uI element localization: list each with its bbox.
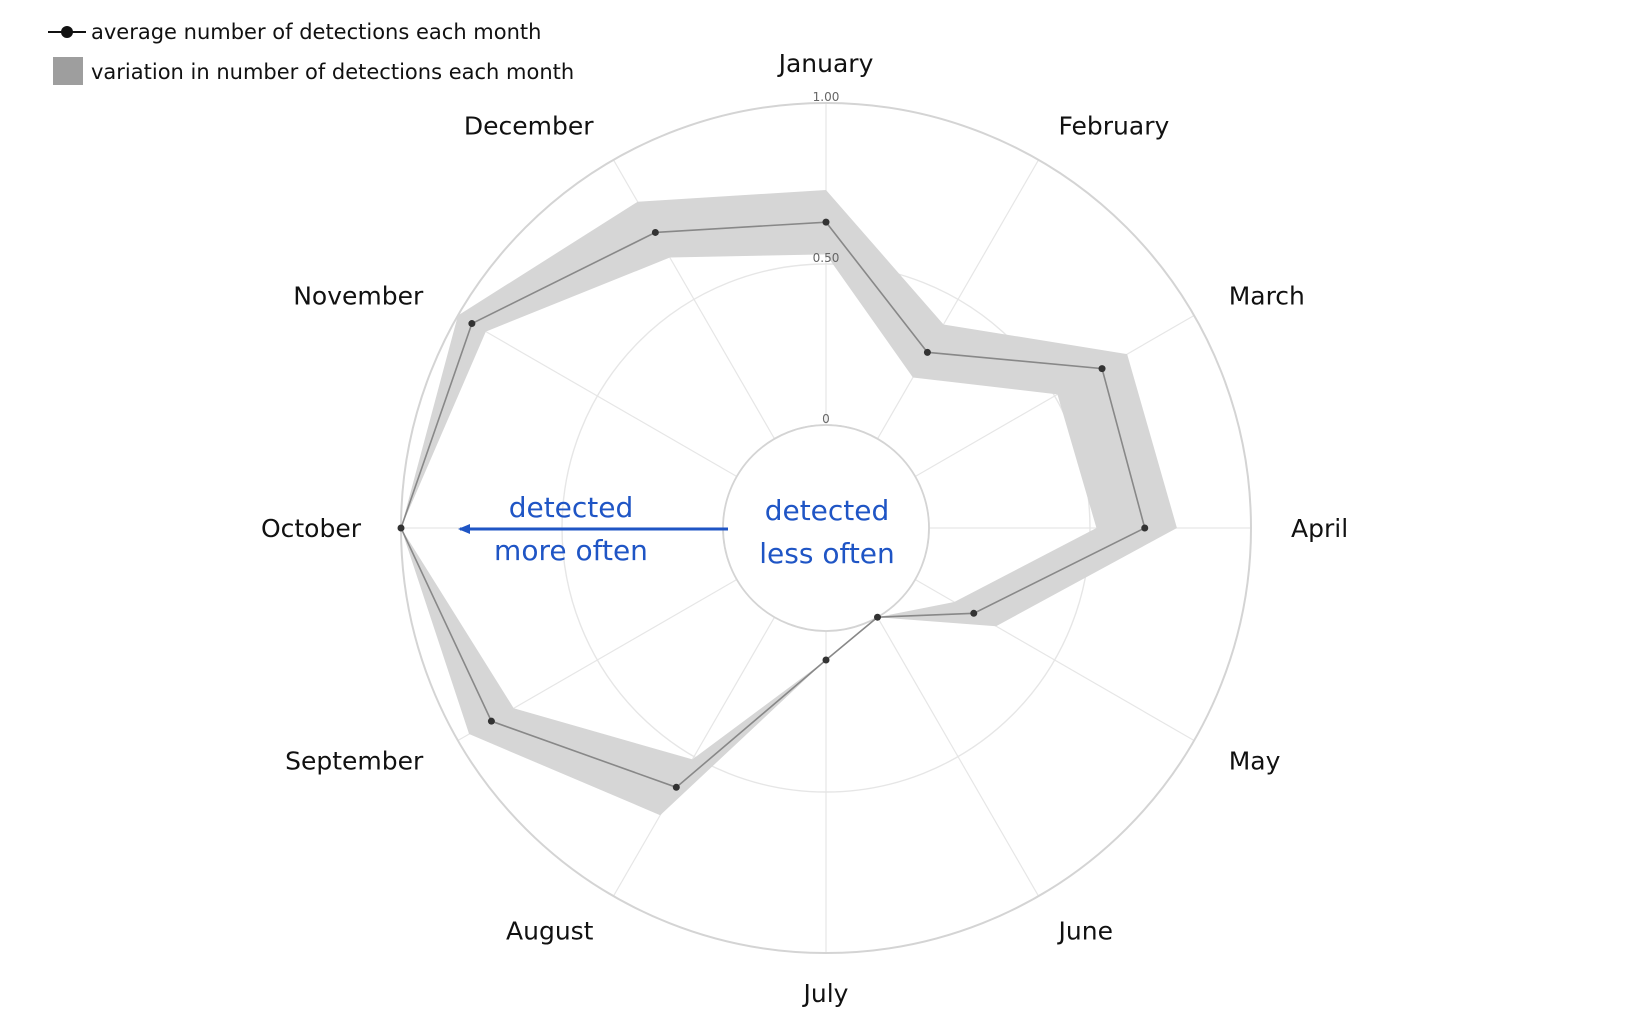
tick-label-1: 0.50	[813, 251, 840, 265]
month-labels: January February March April May June July Augu…	[261, 49, 1348, 1008]
annotations: detected more often detected less often	[458, 491, 895, 570]
point-may	[970, 609, 978, 617]
annotation-inner-line-1: detected	[765, 494, 890, 527]
month-label-june: June	[1057, 917, 1113, 946]
point-december	[651, 228, 659, 236]
month-label-april: April	[1291, 514, 1348, 543]
annotation-outer-line-1: detected	[509, 491, 634, 524]
variation-band	[401, 189, 1177, 816]
point-october	[397, 524, 405, 532]
month-label-july: July	[802, 979, 849, 1008]
month-label-october: October	[261, 514, 362, 543]
tick-label-2: 1.00	[813, 90, 840, 104]
month-label-december: December	[464, 111, 594, 140]
legend-band-swatch	[53, 57, 83, 85]
month-label-march: March	[1229, 282, 1305, 311]
tick-label-0: 0	[822, 412, 830, 426]
legend: average number of detections each month …	[48, 20, 574, 85]
annotation-inner-line-2: less often	[759, 537, 895, 570]
annotation-outer-line-2: more often	[494, 534, 648, 567]
month-label-september: September	[285, 747, 424, 776]
point-june	[874, 613, 881, 621]
month-label-november: November	[293, 282, 424, 311]
point-august	[672, 783, 680, 791]
point-april	[1141, 524, 1149, 532]
legend-point-icon	[61, 26, 73, 38]
point-january	[822, 218, 830, 226]
month-label-february: February	[1059, 111, 1170, 140]
data-points	[397, 218, 1149, 791]
point-november	[468, 320, 476, 328]
month-label-january: January	[777, 49, 874, 78]
radial-tick-labels: 0 0.50 1.00	[813, 90, 840, 426]
point-march	[1098, 365, 1106, 373]
month-label-august: August	[506, 917, 594, 946]
point-september	[487, 717, 495, 725]
month-label-may: May	[1229, 747, 1281, 776]
legend-label-variation: variation in number of detections each m…	[91, 60, 574, 84]
point-july	[822, 656, 830, 664]
legend-label-average: average number of detections each month	[91, 20, 541, 44]
point-february	[923, 348, 931, 356]
center-hole	[722, 424, 930, 632]
